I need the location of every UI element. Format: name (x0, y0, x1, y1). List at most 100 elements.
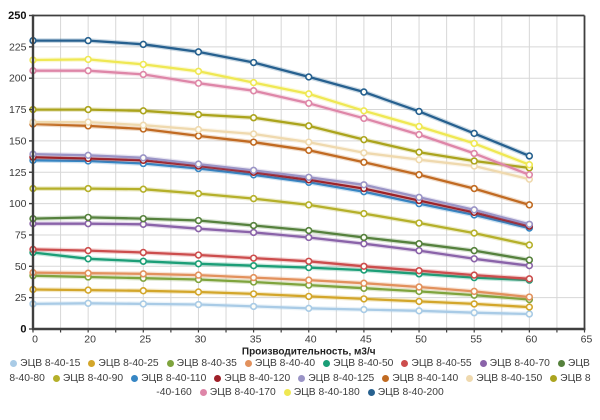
data-point-marker (415, 297, 423, 306)
data-point-marker (305, 173, 313, 181)
data-point-marker (360, 233, 368, 242)
legend-item: ЭЦВ 8-40-110 (131, 373, 206, 384)
series-line-17 (31, 39, 531, 158)
data-point-marker (305, 263, 313, 272)
data-point-marker (470, 184, 478, 193)
data-point-marker (84, 299, 92, 307)
legend-marker-icon (166, 360, 174, 367)
legend-marker-icon (131, 374, 139, 382)
legend-marker-icon (367, 389, 375, 396)
data-point-marker (84, 105, 92, 114)
legend-marker-icon (382, 374, 390, 382)
data-point-marker (139, 70, 148, 79)
data-point-marker (360, 88, 368, 96)
data-point-marker (194, 271, 203, 279)
svg-text:65: 65 (581, 334, 593, 346)
series-line-2 (31, 274, 531, 301)
legend-label: 8-40-80 (9, 372, 45, 384)
plot-area: 0 25 50 75 100 125 150 175 200 225 250 0 20 25 30 35 40 4… (8, 10, 593, 358)
legend-marker-icon (557, 360, 565, 367)
data-point-marker (415, 122, 423, 131)
x-axis-title: Производительность, м3/ч (242, 347, 376, 358)
data-point-marker (415, 307, 423, 315)
series-line-15 (31, 69, 531, 176)
legend-item: ЭЦВ 8-40-150 (466, 373, 542, 384)
legend-label: ЭЦВ 8-40-35 (176, 358, 237, 369)
data-point-marker (470, 255, 478, 263)
data-point-marker (139, 214, 148, 223)
data-point-marker (84, 118, 92, 126)
data-point-marker (194, 67, 203, 76)
data-point-marker (194, 132, 203, 140)
legend-label: ЭЦВ 8-40-180 (293, 387, 360, 398)
svg-text:60: 60 (526, 334, 538, 346)
series-line-9 (31, 159, 531, 230)
data-point-marker (360, 149, 368, 157)
series-line-4 (31, 251, 531, 282)
legend-item: ЭЦВ 8-40-50 (323, 358, 393, 369)
data-point-marker (194, 160, 203, 168)
data-point-marker (360, 107, 368, 115)
data-point-marker (470, 157, 478, 165)
data-point-marker (84, 36, 92, 45)
svg-text:175: 175 (9, 104, 27, 116)
svg-text:250: 250 (8, 10, 26, 22)
legend-label: ЭЦВ 8-40-50 (333, 358, 394, 369)
data-point-marker (470, 229, 478, 237)
data-point-marker (139, 248, 148, 257)
legend-marker-icon (88, 360, 96, 367)
data-point-marker (194, 251, 203, 259)
svg-text:35: 35 (250, 334, 262, 346)
data-point-marker (84, 184, 92, 193)
series-lines (29, 36, 534, 318)
data-point-marker (525, 303, 534, 311)
legend-label: ЭЦВ 8-40-150 (476, 372, 543, 384)
data-point-marker (470, 139, 478, 148)
legend-marker-icon (298, 374, 306, 382)
data-point-marker (470, 300, 478, 308)
legend-marker-icon (244, 360, 252, 367)
data-point-marker (360, 135, 368, 144)
series-line-1 (31, 288, 531, 309)
svg-text:200: 200 (9, 73, 27, 85)
data-point-marker (194, 288, 203, 296)
svg-text:25: 25 (15, 292, 27, 304)
legend-label: ЭЦВ 8-40-25 (98, 358, 159, 369)
data-point-marker (525, 293, 534, 301)
data-point-marker (139, 257, 148, 265)
data-point-marker (470, 129, 478, 138)
legend-marker-icon (214, 374, 222, 382)
svg-text:50: 50 (15, 261, 27, 273)
legend-item: ЭЦВ 8 (550, 373, 591, 384)
svg-text:50: 50 (415, 334, 427, 346)
data-point-marker (415, 130, 423, 139)
data-point-marker (360, 279, 368, 287)
data-point-marker (249, 302, 258, 311)
legend-label: ЭЦВ 8-40-90 (62, 372, 124, 384)
svg-text:55: 55 (470, 334, 482, 346)
data-point-marker (360, 181, 368, 189)
data-point-marker (84, 286, 92, 294)
legend-item: -40-160 (156, 387, 192, 398)
data-point-marker (415, 156, 423, 164)
legend-marker-icon (199, 389, 207, 396)
data-point-marker (305, 226, 313, 235)
svg-text:225: 225 (9, 41, 27, 53)
data-point-marker (525, 241, 534, 249)
data-point-marker (84, 151, 92, 160)
legend-item: ЭЦВ 8-40-125 (298, 373, 374, 384)
legend-row-3: -40-160 ЭЦВ 8-40-170 ЭЦВ 8-40-180 ЭЦВ 8-40-… (152, 387, 447, 398)
data-point-marker (305, 99, 313, 107)
data-point-marker (305, 146, 313, 155)
data-point-marker (470, 308, 478, 317)
data-point-marker (84, 255, 92, 263)
legend-item: ЭЦВ 8-40-55 (401, 358, 472, 369)
legend-item: ЭЦВ (557, 358, 590, 369)
data-point-marker (139, 185, 148, 193)
data-point-marker (249, 78, 258, 87)
data-point-marker (525, 220, 534, 228)
data-point-marker (415, 171, 423, 179)
legend-label: ЭЦВ 8-40-120 (224, 372, 291, 384)
data-point-marker (470, 287, 478, 296)
